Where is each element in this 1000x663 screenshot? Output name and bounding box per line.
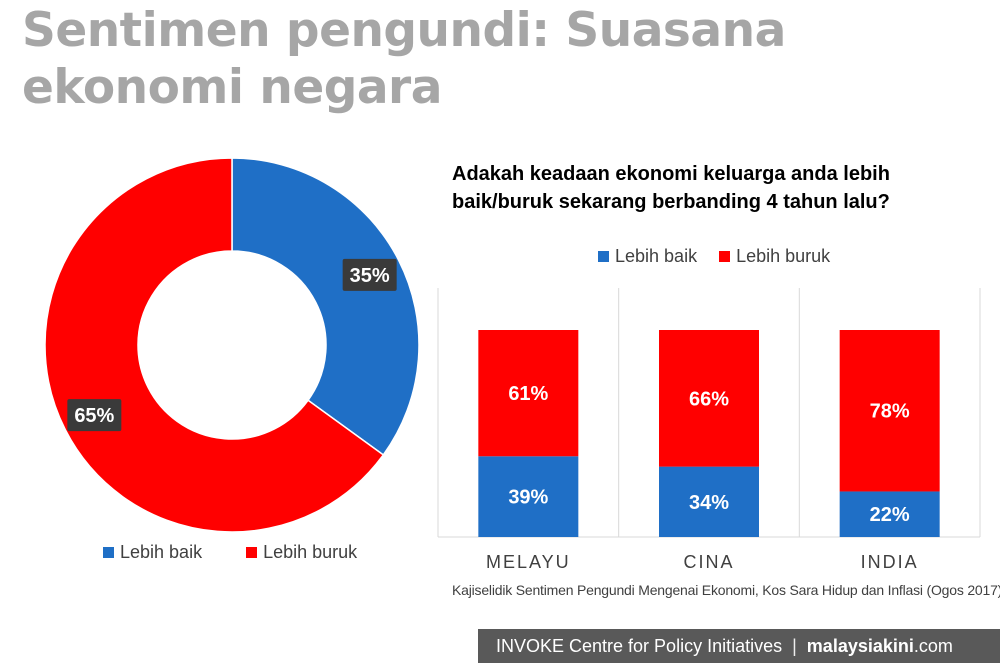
legend-swatch-red	[246, 547, 258, 558]
donut-data-label: 35%	[342, 258, 397, 291]
x-tick-label: CINA	[683, 552, 734, 572]
x-tick-label: MELAYU	[486, 552, 571, 572]
bar-data-label: 39%	[508, 487, 548, 509]
bar-data-label: 61%	[508, 383, 548, 405]
donut-slice-lebih-buruk	[44, 157, 385, 533]
legend-label: Lebih buruk	[263, 542, 358, 562]
bar-data-label: 78%	[870, 401, 910, 423]
footer-brand-name: malaysiakini	[806, 635, 914, 656]
donut-legend: Lebih baik Lebih buruk	[103, 542, 401, 563]
footer-org: INVOKE Centre for Policy Initiatives	[496, 635, 783, 656]
bar-segment-lebih-buruk	[478, 330, 579, 457]
bar-data-label: 22%	[870, 504, 910, 526]
legend-swatch-blue	[598, 251, 609, 262]
legend-label: Lebih baik	[615, 246, 698, 266]
source-note: Kajiselidik Sentimen Pengundi Mengenai E…	[452, 582, 1000, 598]
bar-segment-lebih-buruk	[839, 330, 940, 492]
svg-text:65%: 65%	[74, 405, 114, 427]
svg-text:35%: 35%	[350, 265, 390, 287]
footer-bar: INVOKE Centre for Policy Initiatives | m…	[478, 629, 1000, 663]
legend-swatch-red	[719, 251, 731, 262]
bar-segment-lebih-baik	[478, 456, 579, 537]
bar-segment-lebih-baik	[659, 466, 759, 537]
legend-label: Lebih buruk	[736, 246, 831, 266]
page-title: Sentimen pengundi: Suasana ekonomi negar…	[22, 2, 982, 116]
bar-legend: Lebih baik Lebih buruk	[598, 246, 874, 267]
legend-item-lebih-buruk: Lebih buruk	[719, 246, 830, 267]
stacked-bar-chart: 39% 61% MELAYU 34% 66% CINA 22% 78% INDIA	[437, 288, 981, 572]
donut-slice-lebih-baik	[231, 157, 420, 456]
legend-swatch-blue	[103, 547, 114, 558]
title-line-1: Sentimen pengundi: Suasana	[22, 3, 786, 58]
footer-brand: malaysiakini.com	[807, 636, 953, 657]
bar-segment-lebih-buruk	[659, 330, 759, 467]
bar-chart-question: Adakah keadaan ekonomi keluarga anda leb…	[452, 163, 890, 213]
bar-data-label: 34%	[689, 492, 729, 514]
footer-brand-suffix: .com	[913, 635, 953, 656]
legend-item-lebih-baik: Lebih baik	[103, 542, 202, 563]
donut-data-label: 65%	[67, 399, 122, 432]
legend-item-lebih-baik: Lebih baik	[598, 246, 697, 267]
donut-chart: 35% 65%	[44, 157, 420, 533]
bar-data-label: 66%	[689, 388, 729, 410]
title-line-2: ekonomi negara	[22, 60, 442, 115]
x-tick-label: INDIA	[861, 552, 919, 572]
footer-separator: |	[792, 635, 797, 656]
bar-segment-lebih-baik	[839, 491, 940, 537]
legend-item-lebih-buruk: Lebih buruk	[246, 542, 357, 563]
legend-label: Lebih baik	[120, 542, 203, 562]
